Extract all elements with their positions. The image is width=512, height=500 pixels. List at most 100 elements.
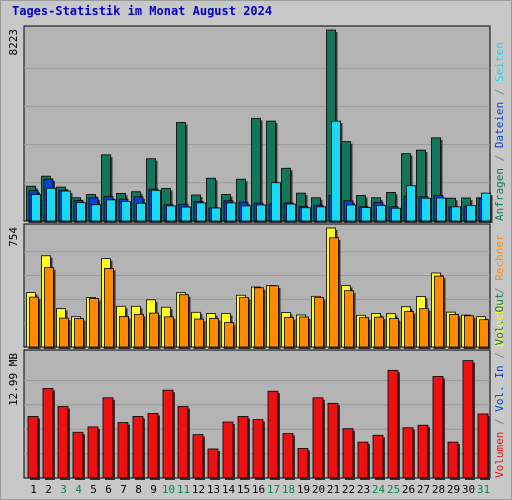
bar-volumen-day-11 [177, 406, 189, 479]
x-tick-label-day-4: 4 [75, 483, 82, 496]
x-tick-label-day-17: 17 [267, 483, 280, 496]
bar-seiten-day-18 [286, 203, 296, 222]
y-axis-max-label: 12.99 MB [7, 353, 20, 406]
legend-entry: Anfragen [493, 168, 506, 221]
bar-rechner-day-8 [134, 313, 144, 348]
legend-entry: Dateien [493, 102, 506, 148]
x-tick-label-day-16: 16 [252, 483, 265, 496]
bar-seiten-day-17 [271, 182, 281, 222]
bar-seiten-day-4 [76, 202, 86, 222]
bar-rechner-day-13 [209, 318, 219, 348]
bar-seiten-day-7 [121, 201, 131, 222]
bar-rechner-day-31 [479, 319, 489, 348]
bar-seiten-day-25 [391, 207, 401, 222]
bar-volumen-day-15 [237, 416, 249, 479]
bar-rechner-day-12 [194, 318, 204, 348]
bar-volumen-day-4 [72, 431, 84, 479]
bar-seiten-day-21 [331, 120, 341, 222]
chart-panel-2: 754 Besuche / Rechner [7, 223, 506, 349]
bar-volumen-day-27 [417, 424, 429, 479]
x-tick-label-day-24: 24 [372, 483, 386, 496]
bar-seiten-day-16 [256, 204, 266, 222]
x-tick-label-day-26: 26 [402, 483, 415, 496]
bar-seiten-day-27 [421, 197, 431, 222]
bar-rechner-day-16 [254, 287, 264, 348]
bar-volumen-day-20 [312, 397, 324, 479]
bar-rechner-day-5 [89, 297, 99, 348]
chart-title: Tages-Statistik im Monat August 2024 [12, 4, 273, 18]
bar-volumen-day-30 [462, 360, 474, 479]
bar-rechner-day-18 [284, 317, 294, 348]
x-tick-label-day-31: 31 [477, 483, 490, 496]
bar-seiten-day-6 [106, 199, 116, 222]
legend-3: Volumen / Vol. In / Vol. Out [493, 293, 506, 478]
bar-volumen-day-5 [87, 426, 99, 479]
bar-seiten-day-23 [361, 207, 371, 222]
x-tick-label-day-9: 9 [150, 483, 157, 496]
bar-rechner-day-21 [329, 237, 339, 348]
legend-1: Anfragen / Dateien / Seiten [493, 42, 506, 221]
bar-seiten-day-15 [241, 205, 251, 222]
chart-panels: 8223 Anfragen / Dateien / Seiten 754 Besuch… [7, 25, 506, 480]
bar-volumen-day-10 [162, 389, 174, 479]
bar-seiten-day-5 [91, 204, 101, 222]
x-tick-label-day-10: 10 [162, 483, 175, 496]
bar-volumen-day-17 [267, 390, 279, 479]
x-tick-label-day-14: 14 [222, 483, 236, 496]
bar-seiten-day-22 [346, 204, 356, 222]
x-tick-label-day-18: 18 [282, 483, 295, 496]
bar-rechner-day-9 [149, 312, 159, 348]
bar-volumen-day-3 [57, 406, 69, 479]
bar-rechner-day-4 [74, 318, 84, 348]
chart-panel-1: 8223 Anfragen / Dateien / Seiten [7, 25, 506, 223]
bar-volumen-day-28 [432, 376, 444, 479]
bar-volumen-day-19 [297, 448, 309, 479]
chart-panel-3: 12.99 MB Volumen / Vol. In / Vol. Out [7, 293, 506, 480]
bar-rechner-day-14 [224, 322, 234, 348]
bar-seiten-day-12 [196, 202, 206, 222]
bar-seiten-day-11 [181, 206, 191, 222]
bar-seiten-day-30 [466, 205, 476, 222]
bar-seiten-day-19 [301, 207, 311, 222]
bar-rechner-day-11 [179, 294, 189, 348]
bar-seiten-day-20 [316, 206, 326, 222]
legend-separator: / [493, 346, 506, 366]
x-tick-label-day-22: 22 [342, 483, 355, 496]
legend-separator: / [493, 281, 506, 301]
x-tick-label-day-13: 13 [207, 483, 220, 496]
bar-rechner-day-25 [389, 318, 399, 348]
bar-seiten-day-3 [61, 190, 71, 222]
bar-seiten-day-26 [406, 185, 416, 222]
bar-rechner-day-26 [404, 311, 414, 348]
x-tick-label-day-7: 7 [120, 483, 127, 496]
x-tick-label-day-6: 6 [105, 483, 112, 496]
legend-entry: Seiten [493, 42, 506, 82]
legend-2: Besuche / Rechner [493, 234, 506, 347]
bar-volumen-day-16 [252, 419, 264, 479]
bar-volumen-day-26 [402, 427, 414, 479]
bar-rechner-day-22 [344, 290, 354, 348]
bar-volumen-day-2 [42, 388, 54, 479]
bar-rechner-day-17 [269, 285, 279, 348]
bar-seiten-day-28 [436, 197, 446, 222]
x-tick-label-day-27: 27 [417, 483, 430, 496]
x-tick-label-day-3: 3 [60, 483, 67, 496]
bar-seiten-day-13 [211, 207, 221, 222]
y-axis-max-label: 754 [7, 227, 20, 247]
bar-rechner-day-7 [119, 315, 129, 348]
x-tick-label-day-11: 11 [177, 483, 190, 496]
bar-volumen-day-23 [357, 441, 369, 479]
bar-rechner-day-3 [59, 317, 69, 348]
bar-rechner-day-29 [449, 314, 459, 348]
x-tick-label-day-20: 20 [312, 483, 325, 496]
x-tick-label-day-2: 2 [45, 483, 52, 496]
bar-volumen-day-12 [192, 434, 204, 479]
bar-volumen-day-8 [132, 416, 144, 479]
legend-entry: Vol. In [493, 365, 506, 411]
x-tick-label-day-28: 28 [432, 483, 445, 496]
bar-volumen-day-22 [342, 428, 354, 479]
bar-seiten-day-2 [46, 187, 56, 222]
x-tick-label-day-23: 23 [357, 483, 370, 496]
bar-seiten-day-10 [166, 205, 176, 222]
